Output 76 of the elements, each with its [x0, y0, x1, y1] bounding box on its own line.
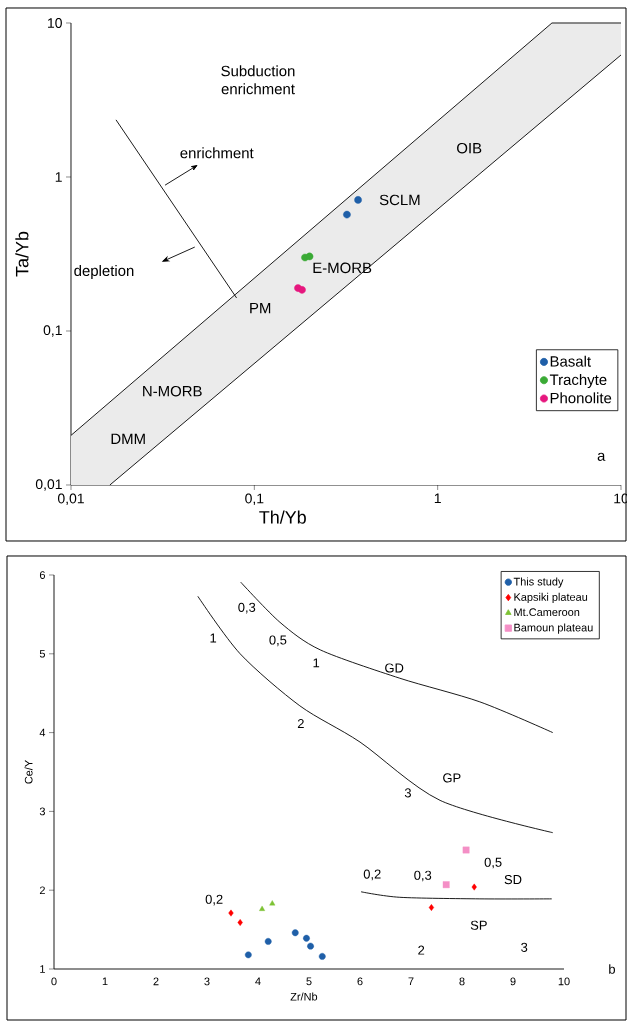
point: [244, 951, 252, 959]
annotation: 0,3: [414, 870, 432, 882]
y-tick-label: 10: [48, 18, 62, 28]
legend-label: Phonolite: [550, 392, 612, 404]
annotation: SCLM: [379, 194, 420, 206]
annotation: a: [597, 452, 606, 461]
legend-label: Mt.Cameroon: [514, 608, 580, 617]
annotation: SP: [470, 920, 487, 930]
point: [307, 942, 314, 950]
x-tick-label: 7: [408, 977, 414, 986]
legend-label: Basalt: [550, 355, 591, 367]
x-tick-label: 4: [255, 977, 261, 986]
y-tick-label: 5: [39, 649, 46, 658]
annotation: GP: [443, 773, 461, 783]
annotation: 0,2: [205, 894, 223, 906]
annotation: 2: [418, 945, 425, 955]
legend-label: Bamoun plateau: [514, 623, 593, 634]
x-tick-label: 0,1: [245, 493, 264, 506]
annotation: Subduction enrichment: [221, 65, 295, 95]
annotation: E-MORB: [313, 262, 372, 274]
annotation: 3: [404, 788, 411, 798]
legend-label: Kapsiki plateau: [514, 592, 588, 604]
x-tick-label: 10: [558, 977, 570, 986]
point: [428, 904, 434, 911]
text: b: [609, 964, 615, 974]
point: [259, 905, 266, 911]
x-tick-label: 0: [51, 977, 57, 986]
annotation: depletion: [74, 265, 134, 279]
point: [237, 919, 243, 926]
annotation: 0,3: [238, 602, 256, 614]
x-tick-label: 1: [102, 977, 108, 986]
annotation: DMM: [111, 433, 145, 444]
point: [303, 934, 310, 942]
annotation: 0,2: [363, 869, 381, 881]
y-tick-label: 3: [39, 807, 45, 816]
annotation: GD: [385, 663, 404, 673]
y-tick-label: 2: [39, 886, 45, 895]
y-axis-title: Ta/Yb: [15, 231, 29, 277]
point: [228, 909, 234, 917]
point: [442, 881, 450, 889]
x-tick-label: 6: [357, 977, 363, 986]
y-tick-label: 0,01: [35, 479, 62, 491]
x-tick-label: 8: [459, 977, 465, 986]
x-tick-label: 3: [204, 977, 210, 986]
legend-label: This study: [513, 577, 564, 588]
point: [264, 938, 272, 945]
y-tick-label: 1: [55, 172, 62, 182]
x-tick-label: 9: [510, 977, 516, 986]
annotation: PM: [250, 302, 271, 314]
annotation: 1: [313, 658, 320, 668]
y-tick-label: 0,1: [43, 325, 62, 337]
annotation: enrichment: [180, 147, 254, 159]
point: [291, 929, 299, 937]
y-axis-title: Ce/Y: [24, 760, 33, 784]
x-tick-label: 1: [434, 493, 441, 504]
annotation: 0,5: [484, 857, 502, 869]
annotation: N-MORB: [143, 385, 202, 397]
y-tick-label: 4: [39, 728, 46, 737]
point: [318, 953, 326, 960]
x-tick-label: 5: [306, 977, 312, 986]
annotation: 2: [297, 719, 304, 729]
annotation: SD: [504, 874, 522, 885]
point: [269, 900, 276, 906]
y-tick-label: 1: [40, 965, 45, 973]
y-tick-label: 6: [39, 571, 45, 579]
x-tick-label: 0,01: [57, 493, 84, 506]
x-axis-title: Zr/Nb: [290, 992, 318, 1001]
point: [471, 883, 477, 891]
point: [462, 846, 470, 854]
annotation: 1: [210, 633, 217, 643]
x-axis-title: Th/Yb: [259, 510, 306, 524]
legend-label: Trachyte: [549, 374, 607, 388]
annotation: 3: [521, 942, 528, 952]
annotation: 0,5: [269, 635, 287, 647]
annotation: OIB: [457, 142, 482, 154]
x-tick-label: 2: [153, 977, 159, 986]
